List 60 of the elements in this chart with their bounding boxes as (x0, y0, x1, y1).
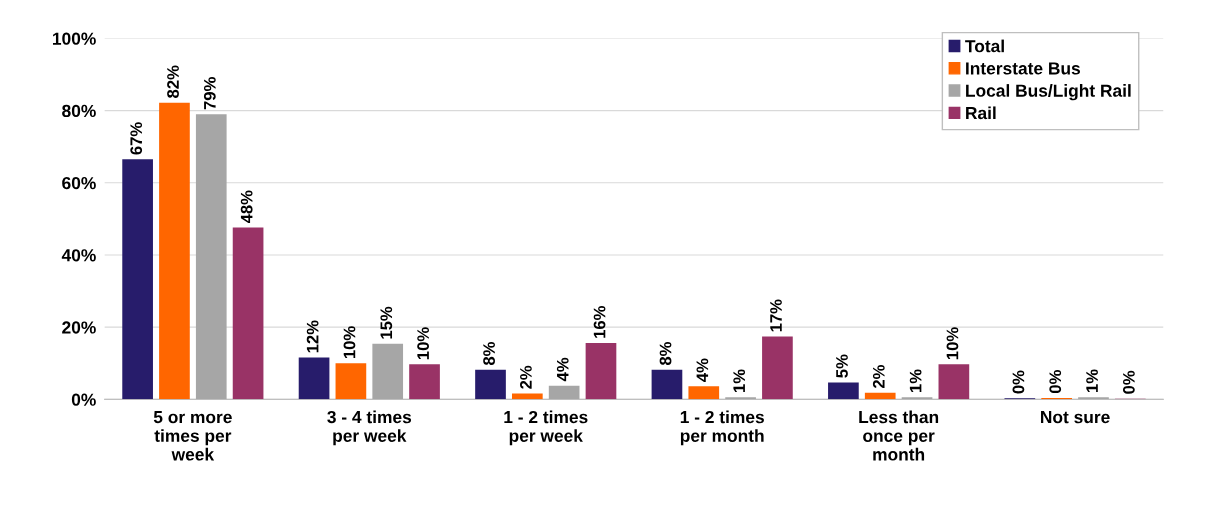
data-label: 12% (306, 320, 319, 353)
data-label: 48% (240, 190, 253, 224)
data-label: 82% (167, 65, 179, 98)
bar (651, 369, 683, 400)
y-tick-label: 80% (62, 104, 96, 118)
data-label: 1% (909, 369, 922, 392)
legend-label: Rail (966, 106, 996, 120)
data-label: 5% (836, 354, 848, 378)
data-label: 4% (556, 357, 569, 382)
bar (688, 386, 720, 400)
y-tick-label: 0% (71, 393, 96, 406)
data-label: 16% (593, 305, 606, 338)
data-label: 8% (483, 341, 495, 366)
data-label: 10% (343, 326, 356, 359)
bar (762, 336, 793, 400)
bar (409, 364, 440, 400)
bar (298, 357, 330, 400)
bar (828, 382, 859, 400)
legend-label: Interstate Bus (966, 62, 1080, 75)
bar (548, 385, 580, 400)
bar (475, 369, 506, 400)
data-label: 79% (203, 77, 216, 110)
data-label: 0% (1122, 370, 1135, 394)
data-label: 0% (1049, 370, 1062, 394)
data-label: 8% (659, 341, 672, 366)
data-label: 1% (1086, 369, 1098, 392)
bar (232, 227, 264, 400)
bar (901, 397, 933, 400)
bar (938, 364, 970, 400)
bar (725, 397, 756, 400)
bar (372, 343, 404, 400)
bar (122, 159, 153, 400)
data-label: 4% (696, 358, 709, 382)
data-label: 67% (130, 122, 143, 155)
y-tick-label: 100% (52, 32, 96, 45)
bar (195, 114, 227, 400)
x-tick-label: 3 - 4 times per week (327, 410, 412, 446)
bar (864, 392, 896, 400)
data-label: 17% (770, 299, 782, 332)
y-tick-label: 20% (62, 321, 96, 334)
x-tick-label: 1 - 2 times per month (680, 410, 764, 446)
x-tick-label: 1 - 2 times per week (504, 410, 588, 446)
y-tick-label: 40% (61, 249, 96, 262)
x-tick-label: Not sure (1041, 411, 1110, 424)
data-label: 10% (946, 327, 959, 360)
bar (1078, 397, 1109, 400)
data-label: 2% (872, 365, 885, 389)
data-label: 0% (1012, 370, 1025, 394)
x-tick-label: Less than once per month (859, 410, 939, 461)
bar (585, 343, 617, 400)
bar (159, 102, 190, 400)
data-label: 15% (380, 306, 393, 339)
data-label: 1% (733, 369, 746, 392)
x-tick-label: 5 or more times per week (153, 411, 232, 461)
data-label: 10% (417, 327, 430, 360)
bar (335, 363, 367, 400)
legend-label: Local Bus/Light Rail (966, 84, 1131, 101)
y-tick-label: 60% (62, 176, 96, 190)
data-label: 2% (520, 365, 532, 389)
legend-label: Total (965, 39, 1004, 53)
